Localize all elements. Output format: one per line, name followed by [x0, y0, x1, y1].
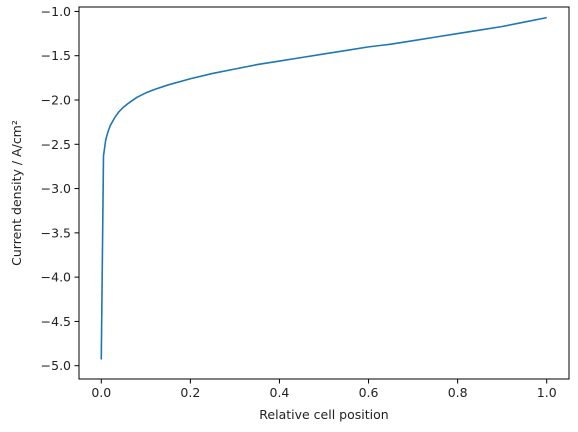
y-tick-label: −4.0 — [41, 270, 71, 285]
y-tick-label: −5.0 — [41, 358, 71, 373]
y-tick-label: −1.0 — [41, 4, 71, 19]
y-tick-label: −3.5 — [41, 225, 71, 240]
x-axis-label: Relative cell position — [259, 407, 388, 422]
y-tick-label: −2.0 — [41, 93, 71, 108]
x-tick-label: 0.8 — [448, 385, 468, 400]
axes-frame — [78, 6, 570, 380]
x-tick-label: 1.0 — [537, 385, 557, 400]
y-tick-label: −2.5 — [41, 137, 71, 152]
x-tick-label: 0.0 — [91, 385, 111, 400]
y-tick-label: −3.0 — [41, 181, 71, 196]
y-tick-label: −4.5 — [41, 314, 71, 329]
y-tick-label: −1.5 — [41, 48, 71, 63]
x-tick-label: 0.2 — [180, 385, 200, 400]
y-axis-label: Current density / A/cm² — [9, 120, 24, 266]
series-line — [100, 16, 547, 360]
x-tick-label: 0.6 — [359, 385, 379, 400]
x-tick-label: 0.4 — [270, 385, 290, 400]
